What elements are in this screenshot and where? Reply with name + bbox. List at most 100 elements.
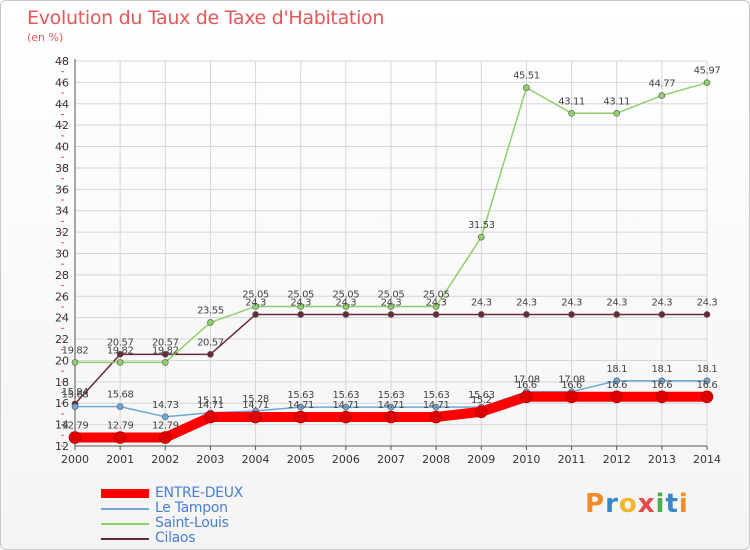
logo-letter: x [637,489,656,519]
x-tick-label: 2007 [377,453,405,466]
data-point [568,109,575,117]
data-label: 24.3 [561,297,582,308]
data-label: 14.71 [423,400,450,411]
x-tick-label: 2012 [603,453,631,466]
x-tick-label: 2001 [106,453,134,466]
data-label: 20.57 [107,337,134,348]
y-tick-label: 38 [55,162,69,175]
y-tick-label: 30 [55,248,69,261]
logo-letter: i [678,489,689,519]
y-tick-label: 34 [55,205,69,218]
data-label: 15.2 [471,395,492,406]
data-label: 19.82 [62,345,89,356]
data-label: 14.71 [333,400,360,411]
data-label: 18.1 [697,364,718,375]
legend-item: Saint-Louis [101,516,243,531]
data-label: 43.11 [558,96,585,107]
data-label: 12.79 [107,421,134,432]
data-point [342,311,350,318]
data-label: 25.05 [333,289,360,300]
x-tick-label: 2003 [196,453,224,466]
data-label: 24.3 [381,297,402,308]
data-point [568,311,575,318]
data-label: 24.3 [652,297,673,308]
data-label: 23.55 [197,305,224,316]
data-label: 17.08 [558,375,585,386]
x-tick-labels: 2000 2001 2002 2003 2004 2005 2006 2007 2008 2009… [61,453,721,466]
data-point [610,390,624,404]
legend-swatch [101,489,149,498]
y-tick-label: 22 [55,333,69,346]
data-point [429,410,443,424]
data-label: 15.94 [62,387,89,398]
data-label: 16.6 [561,380,582,391]
logo-letter: o [618,489,638,519]
data-point [387,303,395,310]
data-label: 14.71 [197,400,224,411]
x-tick-label: 2009 [467,453,495,466]
data-label: 25.05 [423,289,450,300]
data-point [342,303,350,310]
chart-title: Evolution du Taux de Taxe d'Habitation [27,7,385,29]
logo-letter: t [665,489,679,519]
data-point [432,303,440,310]
data-label: 24.3 [336,297,357,308]
proxiti-logo: Proxiti [585,489,689,519]
data-point [565,390,578,404]
data-label: 25.05 [242,289,269,300]
data-point [68,431,82,444]
data-label: 14.71 [287,400,314,411]
data-label: 24.3 [426,297,447,308]
data-point [116,403,124,410]
y-tick-label: 20 [55,354,69,367]
y-tick-label: 18 [55,376,69,389]
logo-letter: r [605,489,619,519]
data-label: 14.71 [242,400,269,411]
legend-item: Cilaos [101,531,243,546]
data-label: 16.6 [606,380,627,391]
x-tick-label: 2014 [693,453,721,466]
data-label: 16.6 [516,380,537,391]
x-tick-label: 2004 [242,453,270,466]
data-point [523,84,530,91]
data-point [655,390,669,404]
data-label: 24.3 [516,297,537,308]
data-point [161,359,169,366]
data-point [252,311,259,318]
data-point [339,410,353,424]
data-label: 17.08 [513,375,540,386]
data-point [116,359,124,366]
data-label: 45.51 [513,71,540,82]
data-point [520,390,533,404]
legend-swatch [101,507,149,510]
data-labels: 12.79 12.79 12.79 14.71 14.71 14.71 14.71 14.71… [62,66,721,432]
data-point [384,410,398,424]
legend-item: ENTRE-DEUX [101,486,243,501]
data-label: 18.1 [652,364,673,375]
data-label: 45.97 [694,66,721,77]
x-tick-label: 2013 [648,453,676,466]
data-point [161,351,169,358]
legend-label: Cilaos [155,530,196,546]
data-point [658,92,666,99]
logo-letter: i [655,489,666,519]
data-point [294,410,308,424]
data-point [387,403,395,411]
data-point [161,413,169,421]
data-point [249,410,262,424]
data-point [477,233,485,241]
data-point [116,351,124,358]
data-point [432,311,440,318]
y-tick-label: 36 [55,183,69,196]
y-tick-label: 32 [55,226,69,239]
x-tick-label: 2000 [61,453,89,466]
data-point [658,311,666,318]
data-point [703,311,711,318]
data-point [613,311,621,318]
x-tick-label: 2002 [151,453,179,466]
data-label: 15.63 [333,390,360,401]
data-point [71,359,79,366]
x-tick-label: 2005 [287,453,315,466]
y-tick-label: 46 [55,76,69,89]
data-point [613,377,621,385]
